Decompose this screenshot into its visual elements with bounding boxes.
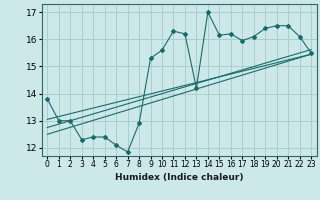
X-axis label: Humidex (Indice chaleur): Humidex (Indice chaleur) [115,173,244,182]
